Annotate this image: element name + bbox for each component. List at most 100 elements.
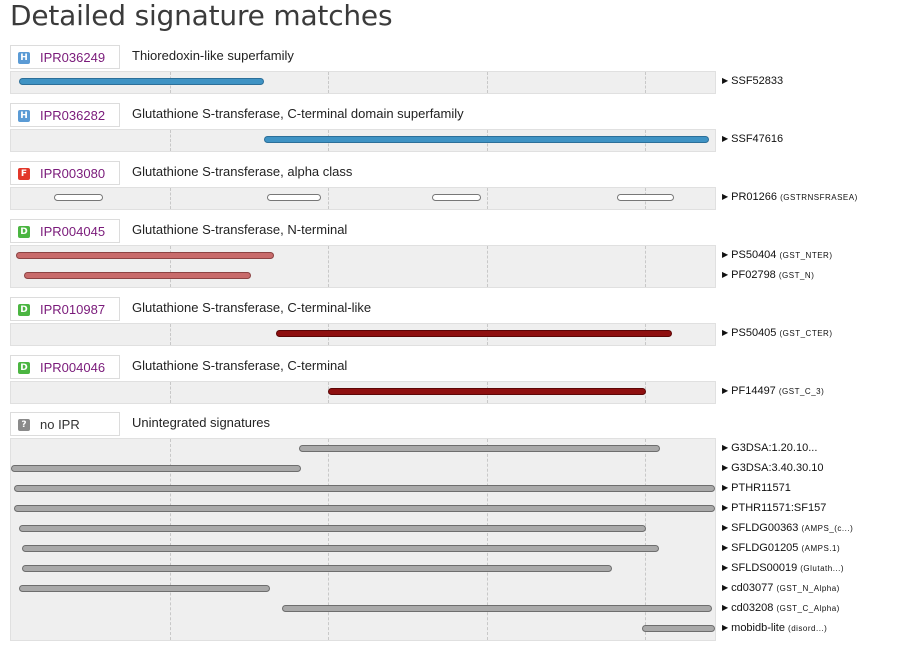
signature-match-bar[interactable] bbox=[22, 565, 612, 572]
triangle-right-icon: ▶ bbox=[722, 270, 729, 279]
entry-type-icon: D bbox=[18, 362, 30, 374]
signature-label[interactable]: ▶ G3DSA:1.20.10... bbox=[722, 441, 817, 455]
signature-match-bar[interactable] bbox=[54, 194, 103, 201]
signature-match-bar[interactable] bbox=[14, 505, 715, 512]
page-title: Detailed signature matches bbox=[10, 0, 393, 32]
signature-name: (disord...) bbox=[788, 624, 828, 633]
signature-match-bar[interactable] bbox=[24, 272, 251, 279]
entry-accession-link[interactable]: IPR004046 bbox=[40, 360, 106, 375]
grid-line bbox=[328, 72, 329, 93]
signature-match-bar[interactable] bbox=[299, 445, 660, 452]
grid-line bbox=[487, 246, 488, 287]
signature-match-bar[interactable] bbox=[19, 585, 270, 592]
signature-match-bar[interactable] bbox=[267, 194, 321, 201]
grid-line bbox=[170, 439, 171, 640]
signature-match-bar[interactable] bbox=[276, 330, 672, 337]
entry-accession-box[interactable]: ? no IPR bbox=[10, 412, 120, 436]
signature-accession[interactable]: PF14497 bbox=[731, 385, 776, 397]
entry-accession-link[interactable]: IPR003080 bbox=[40, 166, 106, 181]
signature-label[interactable]: ▶ PTHR11571 bbox=[722, 481, 791, 495]
signature-label[interactable]: ▶ SFLDG00363 (AMPS_(c...) bbox=[722, 521, 853, 535]
signature-accession[interactable]: PS50405 bbox=[731, 327, 777, 339]
triangle-right-icon: ▶ bbox=[722, 443, 729, 452]
signature-match-bar[interactable] bbox=[11, 465, 301, 472]
entry-type-icon: F bbox=[18, 168, 30, 180]
signature-accession[interactable]: SFLDS00019 bbox=[731, 562, 798, 574]
signature-match-bar[interactable] bbox=[642, 625, 715, 632]
grid-line bbox=[645, 439, 646, 640]
signature-accession[interactable]: cd03208 bbox=[731, 602, 774, 614]
signature-match-bar[interactable] bbox=[22, 545, 659, 552]
entry-accession-link[interactable]: IPR036249 bbox=[40, 50, 106, 65]
entry-type-icon: D bbox=[18, 304, 30, 316]
signature-label[interactable]: ▶ PF02798 (GST_N) bbox=[722, 268, 814, 282]
signature-label[interactable]: ▶ PF14497 (GST_C_3) bbox=[722, 384, 824, 398]
signature-label[interactable]: ▶ SSF52833 bbox=[722, 74, 783, 88]
signature-label[interactable]: ▶ mobidb-lite (disord...) bbox=[722, 621, 827, 635]
signature-match-bar[interactable] bbox=[282, 605, 712, 612]
signature-match-bar[interactable] bbox=[19, 525, 646, 532]
signature-accession[interactable]: SSF47616 bbox=[731, 133, 784, 145]
signature-match-bar[interactable] bbox=[264, 136, 709, 143]
entry-header: D IPR010987 Glutathione S-transferase, C-t… bbox=[10, 297, 710, 321]
signature-label[interactable]: ▶ cd03208 (GST_C_Alpha) bbox=[722, 601, 840, 615]
grid-line bbox=[170, 324, 171, 345]
grid-line bbox=[328, 439, 329, 640]
grid-line bbox=[328, 246, 329, 287]
entry-accession-link[interactable]: IPR010987 bbox=[40, 302, 106, 317]
signature-label[interactable]: ▶ G3DSA:3.40.30.10 bbox=[722, 461, 824, 475]
triangle-right-icon: ▶ bbox=[722, 523, 729, 532]
signature-match-bar[interactable] bbox=[16, 252, 274, 259]
signature-label[interactable]: ▶ PS50405 (GST_CTER) bbox=[722, 326, 832, 340]
signature-accession[interactable]: SFLDG01205 bbox=[731, 542, 799, 554]
triangle-right-icon: ▶ bbox=[722, 192, 729, 201]
entry-accession-box[interactable]: H IPR036282 bbox=[10, 103, 120, 127]
signature-accession[interactable]: PS50404 bbox=[731, 249, 777, 261]
signature-label[interactable]: ▶ SSF47616 bbox=[722, 132, 783, 146]
signature-accession[interactable]: PF02798 bbox=[731, 269, 776, 281]
entry-accession-link[interactable]: IPR036282 bbox=[40, 108, 106, 123]
signature-name: (GSTRNSFRASEA) bbox=[780, 193, 858, 202]
signature-match-bar[interactable] bbox=[328, 388, 646, 395]
entry-accession-box[interactable]: D IPR004046 bbox=[10, 355, 120, 379]
triangle-right-icon: ▶ bbox=[722, 76, 729, 85]
triangle-right-icon: ▶ bbox=[722, 483, 729, 492]
triangle-right-icon: ▶ bbox=[722, 583, 729, 592]
signature-accession[interactable]: SFLDG00363 bbox=[731, 522, 799, 534]
triangle-right-icon: ▶ bbox=[722, 463, 729, 472]
signature-label[interactable]: ▶ cd03077 (GST_N_Alpha) bbox=[722, 581, 840, 595]
entry-accession-box[interactable]: F IPR003080 bbox=[10, 161, 120, 185]
signature-accession[interactable]: PR01266 bbox=[731, 191, 778, 203]
grid-line bbox=[645, 246, 646, 287]
signature-match-bar[interactable] bbox=[19, 78, 264, 85]
entry-accession-box[interactable]: D IPR010987 bbox=[10, 297, 120, 321]
signature-label[interactable]: ▶ PR01266 (GSTRNSFRASEA) bbox=[722, 190, 858, 204]
triangle-right-icon: ▶ bbox=[722, 134, 729, 143]
signature-match-bar[interactable] bbox=[617, 194, 674, 201]
entry-accession-link[interactable]: IPR004045 bbox=[40, 224, 106, 239]
entry-accession-box[interactable]: D IPR004045 bbox=[10, 219, 120, 243]
signature-accession[interactable]: mobidb-lite bbox=[731, 622, 785, 634]
entry-header: D IPR004045 Glutathione S-transferase, N-t… bbox=[10, 219, 710, 243]
grid-line bbox=[170, 188, 171, 209]
entry-description: Glutathione S-transferase, alpha class bbox=[132, 164, 353, 179]
signature-label[interactable]: ▶ PS50404 (GST_NTER) bbox=[722, 248, 832, 262]
match-track-area bbox=[10, 438, 716, 641]
signature-accession[interactable]: G3DSA:1.20.10... bbox=[731, 442, 818, 454]
entry-description: Unintegrated signatures bbox=[132, 415, 271, 430]
match-track-area bbox=[10, 71, 716, 94]
signature-name: (GST_C_Alpha) bbox=[776, 604, 840, 613]
signature-accession[interactable]: G3DSA:3.40.30.10 bbox=[731, 462, 824, 474]
entry-accession-box[interactable]: H IPR036249 bbox=[10, 45, 120, 69]
match-track-area bbox=[10, 187, 716, 210]
signature-label[interactable]: ▶ SFLDG01205 (AMPS.1) bbox=[722, 541, 840, 555]
signature-label[interactable]: ▶ SFLDS00019 (Glutath...) bbox=[722, 561, 844, 575]
signature-match-bar[interactable] bbox=[432, 194, 481, 201]
signature-accession[interactable]: PTHR11571:SF157 bbox=[731, 502, 827, 514]
signature-label[interactable]: ▶ PTHR11571:SF157 bbox=[722, 501, 826, 515]
signature-match-bar[interactable] bbox=[14, 485, 715, 492]
signature-accession[interactable]: SSF52833 bbox=[731, 75, 784, 87]
grid-line bbox=[170, 382, 171, 403]
signature-accession[interactable]: PTHR11571 bbox=[731, 482, 791, 494]
signature-accession[interactable]: cd03077 bbox=[731, 582, 774, 594]
